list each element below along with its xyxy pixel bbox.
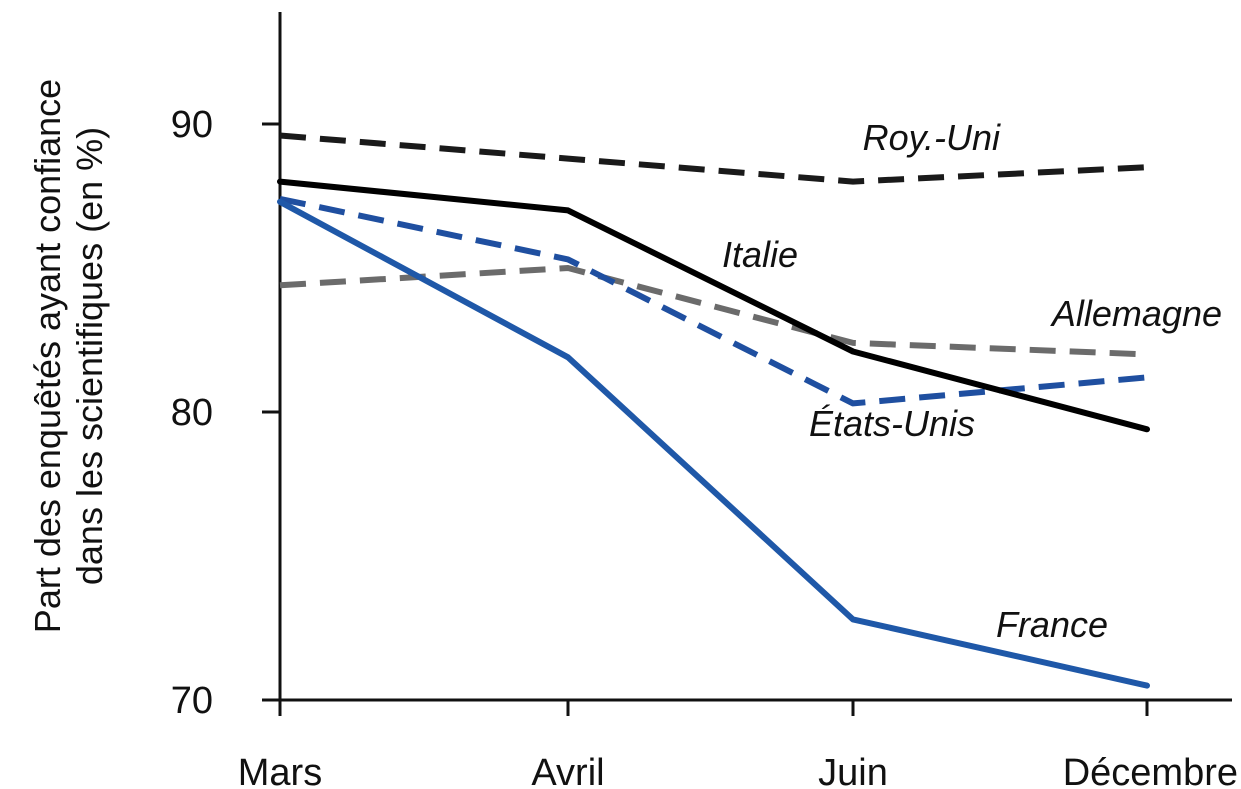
y-tick-label: 70 xyxy=(171,680,213,722)
series-label: France xyxy=(996,604,1108,645)
series-line-1 xyxy=(277,178,1150,433)
series-label: Italie xyxy=(722,234,798,275)
ticks: 70 80 90 Mars Avril Juin Décembre xyxy=(171,104,1238,789)
y-tick-label: 80 xyxy=(171,392,213,434)
x-tick-label: Juin xyxy=(818,752,888,789)
series-line-4 xyxy=(277,198,1150,689)
y-axis-title-line: dans les scientifiques (en %) xyxy=(69,127,110,585)
series-labels: Roy.-Uni Italie Allemagne États-Unis France xyxy=(722,117,1222,645)
series-label: Roy.-Uni xyxy=(863,117,1001,158)
y-axis-title-line: Part des enquêtés ayant confiance xyxy=(27,79,68,633)
y-tick-label: 90 xyxy=(171,104,213,146)
x-tick-label: Mars xyxy=(238,752,322,789)
series-label: États-Unis xyxy=(809,403,975,444)
x-tick-label: Avril xyxy=(531,752,604,789)
series-line-3 xyxy=(279,195,1148,407)
axes xyxy=(262,12,1232,702)
series-label: Allemagne xyxy=(1050,293,1222,334)
x-tick-label: Décembre xyxy=(1063,752,1238,789)
series-lines xyxy=(277,132,1150,689)
y-axis-title: Part des enquêtés ayant confiance dans le… xyxy=(27,79,110,633)
series-line-0 xyxy=(279,132,1148,185)
